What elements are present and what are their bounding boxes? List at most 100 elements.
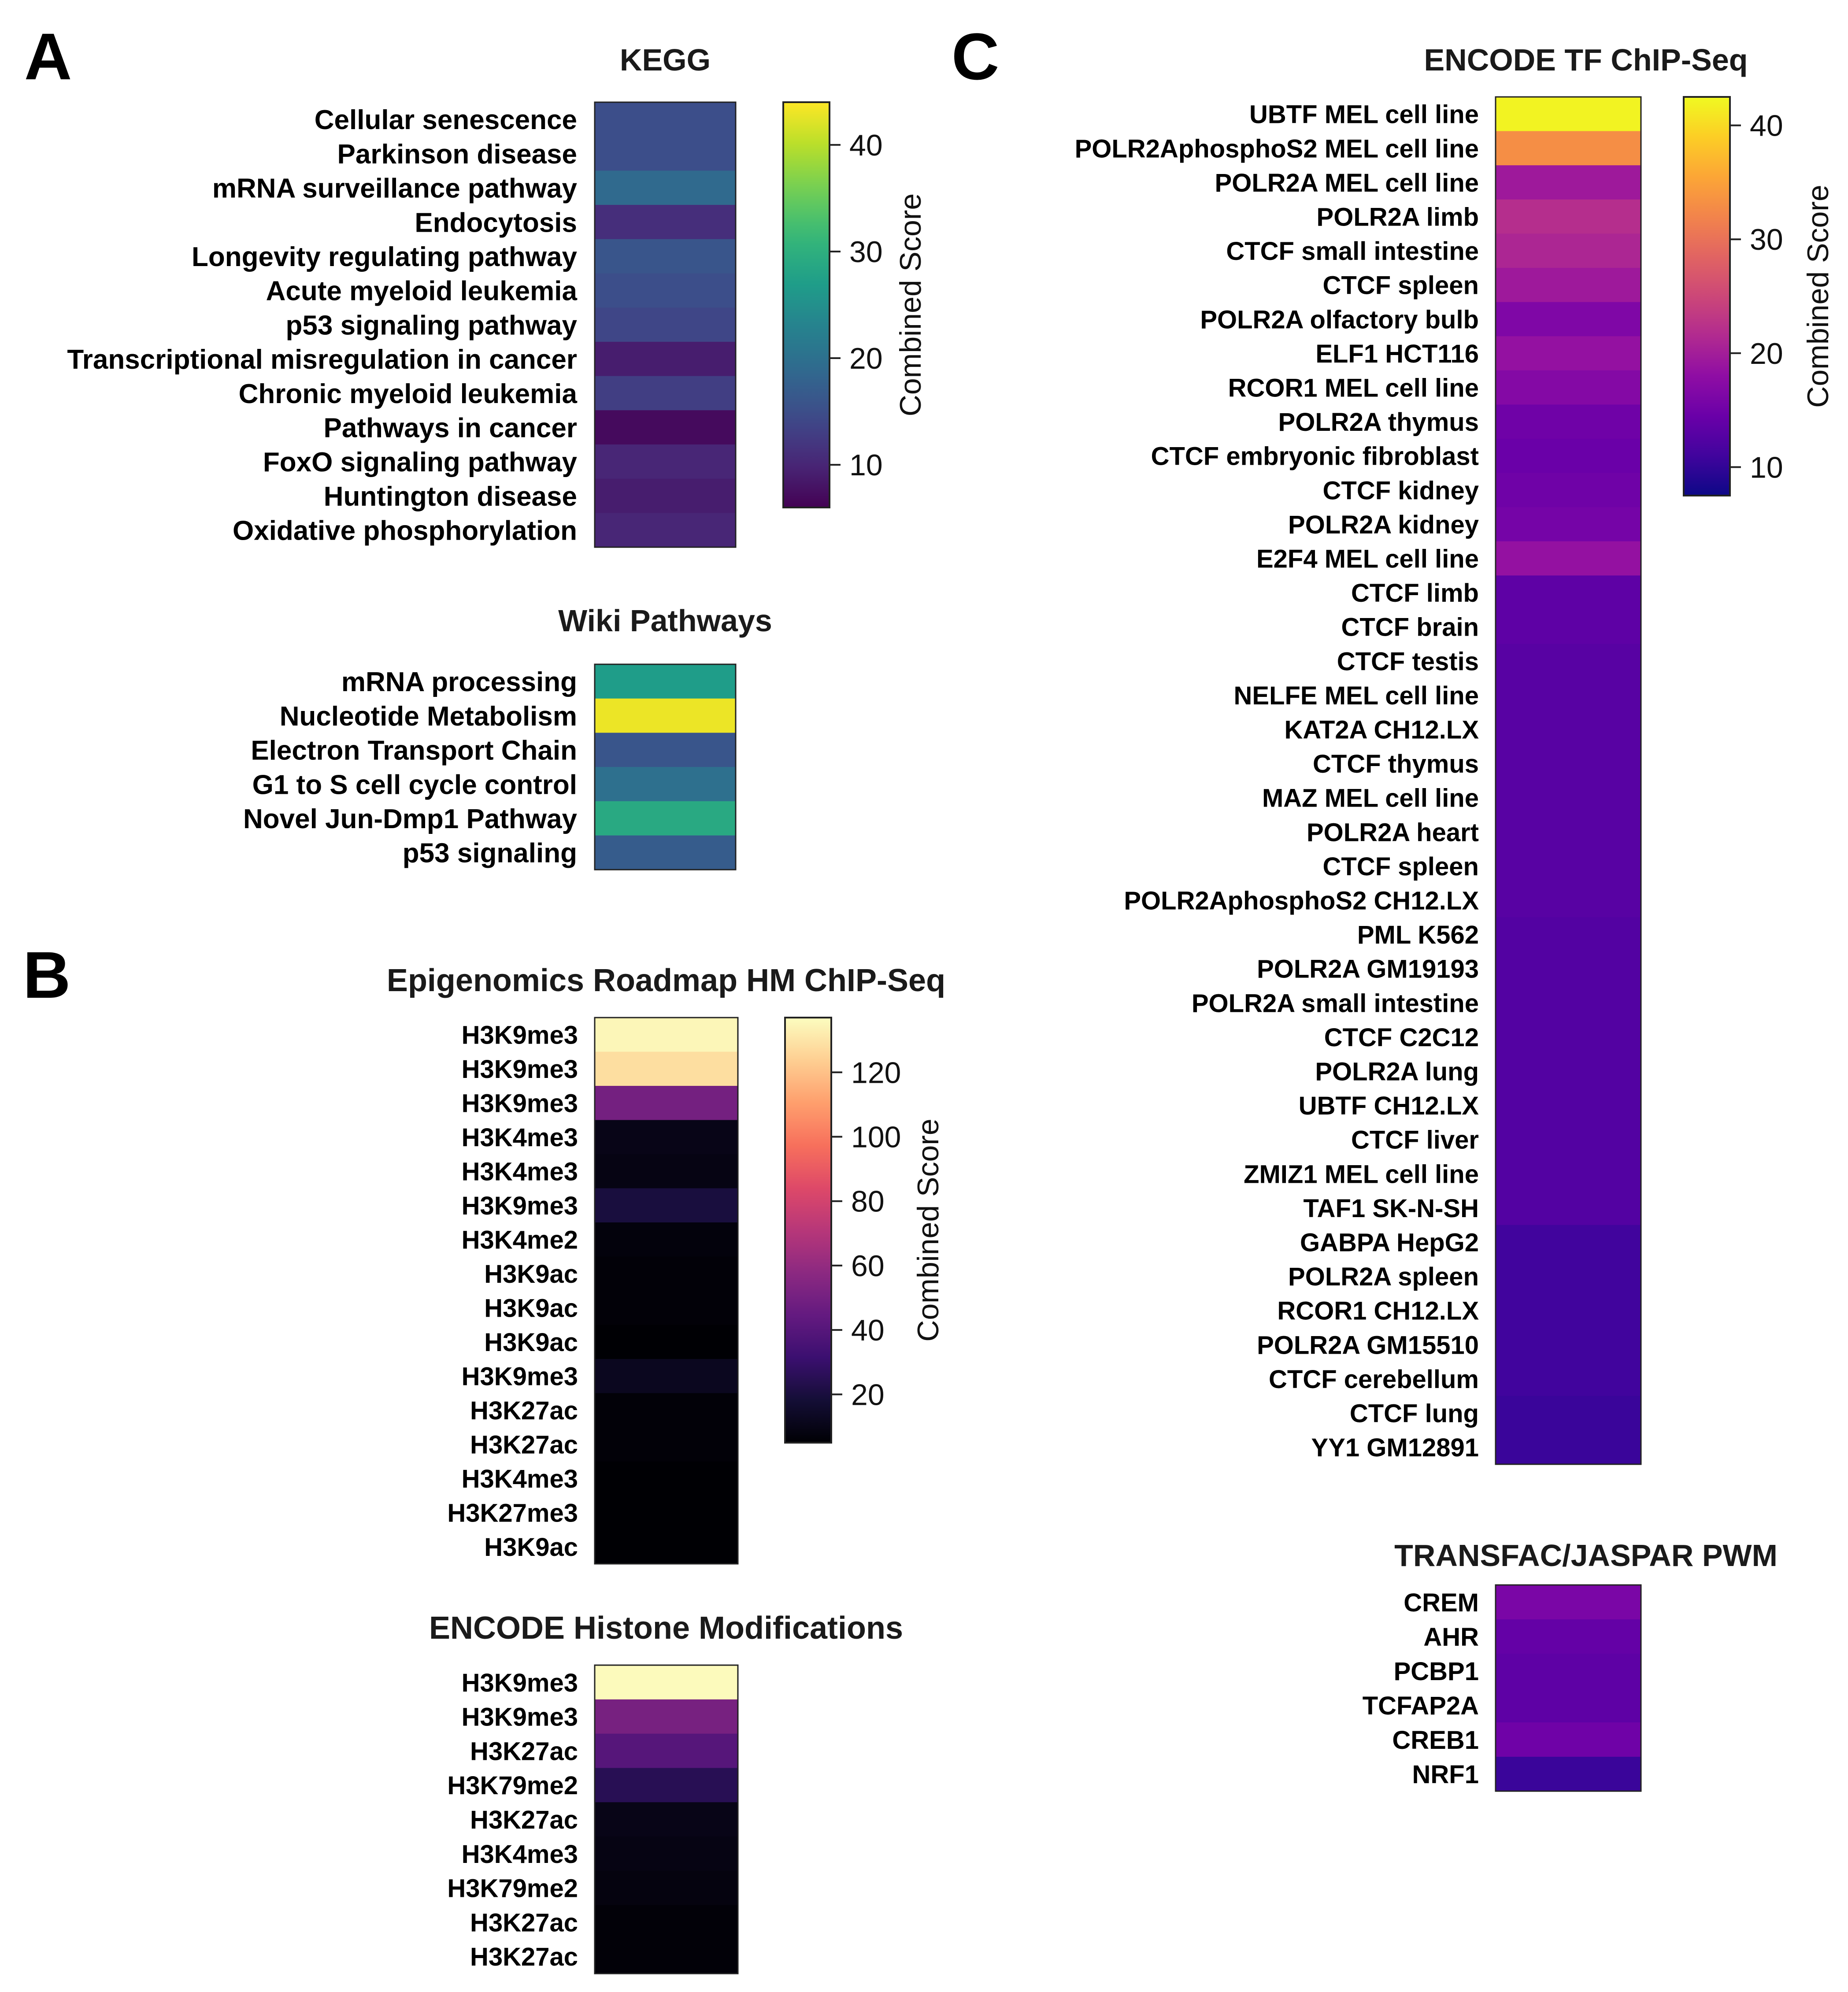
heatmap-1: Wiki Pathways mRNA processing Nucleotide M… [243,604,772,870]
heatmap-cell [595,1939,738,1974]
colorbar-tick-label: 20 [1750,337,1783,370]
heatmap-4: ENCODE TF ChIP-Seq UBTF MEL cell line POLR… [1075,43,1748,1465]
heatmap-cell [595,273,736,308]
colorbar-tick-label: 10 [849,448,883,482]
colorbar-0: 10 20 30 40 Combined Score [782,101,927,508]
row-label: GABPA HepG2 [1300,1228,1479,1257]
row-label: H3K4me3 [462,1465,578,1493]
row-label: E2F4 MEL cell line [1256,544,1479,573]
row-label: CREM [1404,1588,1479,1617]
row-label: POLR2A limb [1317,203,1479,231]
row-label: Longevity regulating pathway [192,242,578,272]
heatmap-cell [595,307,736,342]
heatmap-cell [595,170,736,205]
row-label: H3K27me3 [447,1499,578,1528]
heatmap-cell [595,1802,738,1837]
row-label: Electron Transport Chain [251,736,577,766]
heatmap-cell [1496,1327,1641,1362]
row-label: Transcriptional misregulation in cancer [67,344,577,375]
row-label: PML K562 [1357,921,1479,949]
heatmap-cell [595,1018,738,1052]
heatmap-cell [1496,1191,1641,1226]
heatmap-cell [595,341,736,377]
row-label: H3K27ac [470,1908,578,1937]
heatmap-cell [595,444,736,479]
row-label: MAZ MEL cell line [1262,784,1479,813]
heatmap-cell [595,1699,738,1734]
heatmap-cell [595,801,736,836]
heatmap-cell [1496,712,1641,747]
row-label: CTCF kidney [1323,476,1479,505]
row-label: H3K9ac [484,1294,578,1323]
row-label: H3K9me3 [462,1703,578,1732]
heatmap-cell [1496,473,1641,507]
heatmap-cell [1496,883,1641,918]
row-label: Pathways in cancer [324,413,578,443]
heatmap-cell [1496,1722,1641,1757]
row-label: H3K27ac [470,1396,578,1425]
heatmap-frame [594,101,737,548]
heatmap-cell [1496,575,1641,610]
row-label: H3K4me3 [462,1123,578,1152]
heatmap-cell [1496,404,1641,439]
heatmap-cell [595,1461,738,1496]
colorbar-label: Combined Score [911,1118,945,1341]
row-label: H3K9me3 [462,1055,578,1084]
colorbar-tick-label: 10 [1750,451,1783,484]
colorbar-tick-label: 60 [851,1249,885,1283]
row-label: NELFE MEL cell line [1234,681,1479,710]
colorbar-label: Combined Score [894,193,927,416]
heatmap-cell [1496,1259,1641,1294]
row-label: ZMIZ1 MEL cell line [1244,1160,1479,1189]
heatmap-title: KEGG [620,43,711,77]
heatmap-cell [595,1665,738,1700]
heatmap-cell [1496,952,1641,986]
row-label: H3K27ac [470,1737,578,1766]
heatmap-cell [595,767,736,802]
heatmap-cell [595,1154,738,1189]
row-label: Endocytosis [415,207,577,238]
heatmap-cell [595,376,736,411]
heatmap-cell [1496,1619,1641,1654]
heatmap-cell [1496,1020,1641,1055]
heatmap-cell [595,1496,738,1530]
heatmap-cell [1496,1156,1641,1191]
row-label: YY1 GM12891 [1311,1433,1479,1462]
row-label: H3K9ac [484,1260,578,1289]
row-label: Huntington disease [324,481,577,512]
row-label: H3K79me2 [447,1771,578,1800]
heatmap-cell [595,478,736,513]
row-label: H3K9me3 [462,1021,578,1050]
row-label: H3K9me3 [462,1363,578,1391]
heatmap-cell [1496,610,1641,644]
heatmap-cell [595,1836,738,1871]
row-label: NRF1 [1412,1760,1479,1789]
row-label: POLR2A GM15510 [1257,1331,1479,1359]
row-label: CTCF thymus [1313,750,1479,778]
row-label: TCFAP2A [1363,1692,1479,1720]
heatmap-cell [595,1256,738,1291]
heatmap-cell [595,1222,738,1257]
colorbar-tick-label: 20 [849,342,883,375]
row-label: CTCF brain [1341,613,1479,642]
heatmap-frame [594,1017,739,1565]
row-label: TAF1 SK-N-SH [1304,1194,1479,1223]
heatmap-cell [1496,1688,1641,1723]
row-label: POLR2A thymus [1278,408,1479,437]
heatmap-cell [595,136,736,171]
heatmap-cell [1496,1362,1641,1396]
heatmap-5: TRANSFAC/JASPAR PWM CREM AHR PCBP1 TCFAP2A CR… [1363,1538,1778,1792]
heatmap-cell [1496,1122,1641,1157]
heatmap-cell [1496,1757,1641,1792]
row-label: H3K4me3 [462,1840,578,1869]
row-label: Novel Jun-Dmp1 Pathway [243,804,577,834]
heatmap-cell [1496,849,1641,884]
row-label: mRNA processing [341,667,577,697]
row-label: H3K79me2 [447,1874,578,1903]
heatmap-cell [1496,1396,1641,1430]
heatmap-title: ENCODE Histone Modifications [429,1611,903,1646]
row-label: PCBP1 [1394,1657,1479,1686]
row-label: FoxO signaling pathway [263,447,578,478]
row-label: G1 to S cell cycle control [252,770,577,800]
